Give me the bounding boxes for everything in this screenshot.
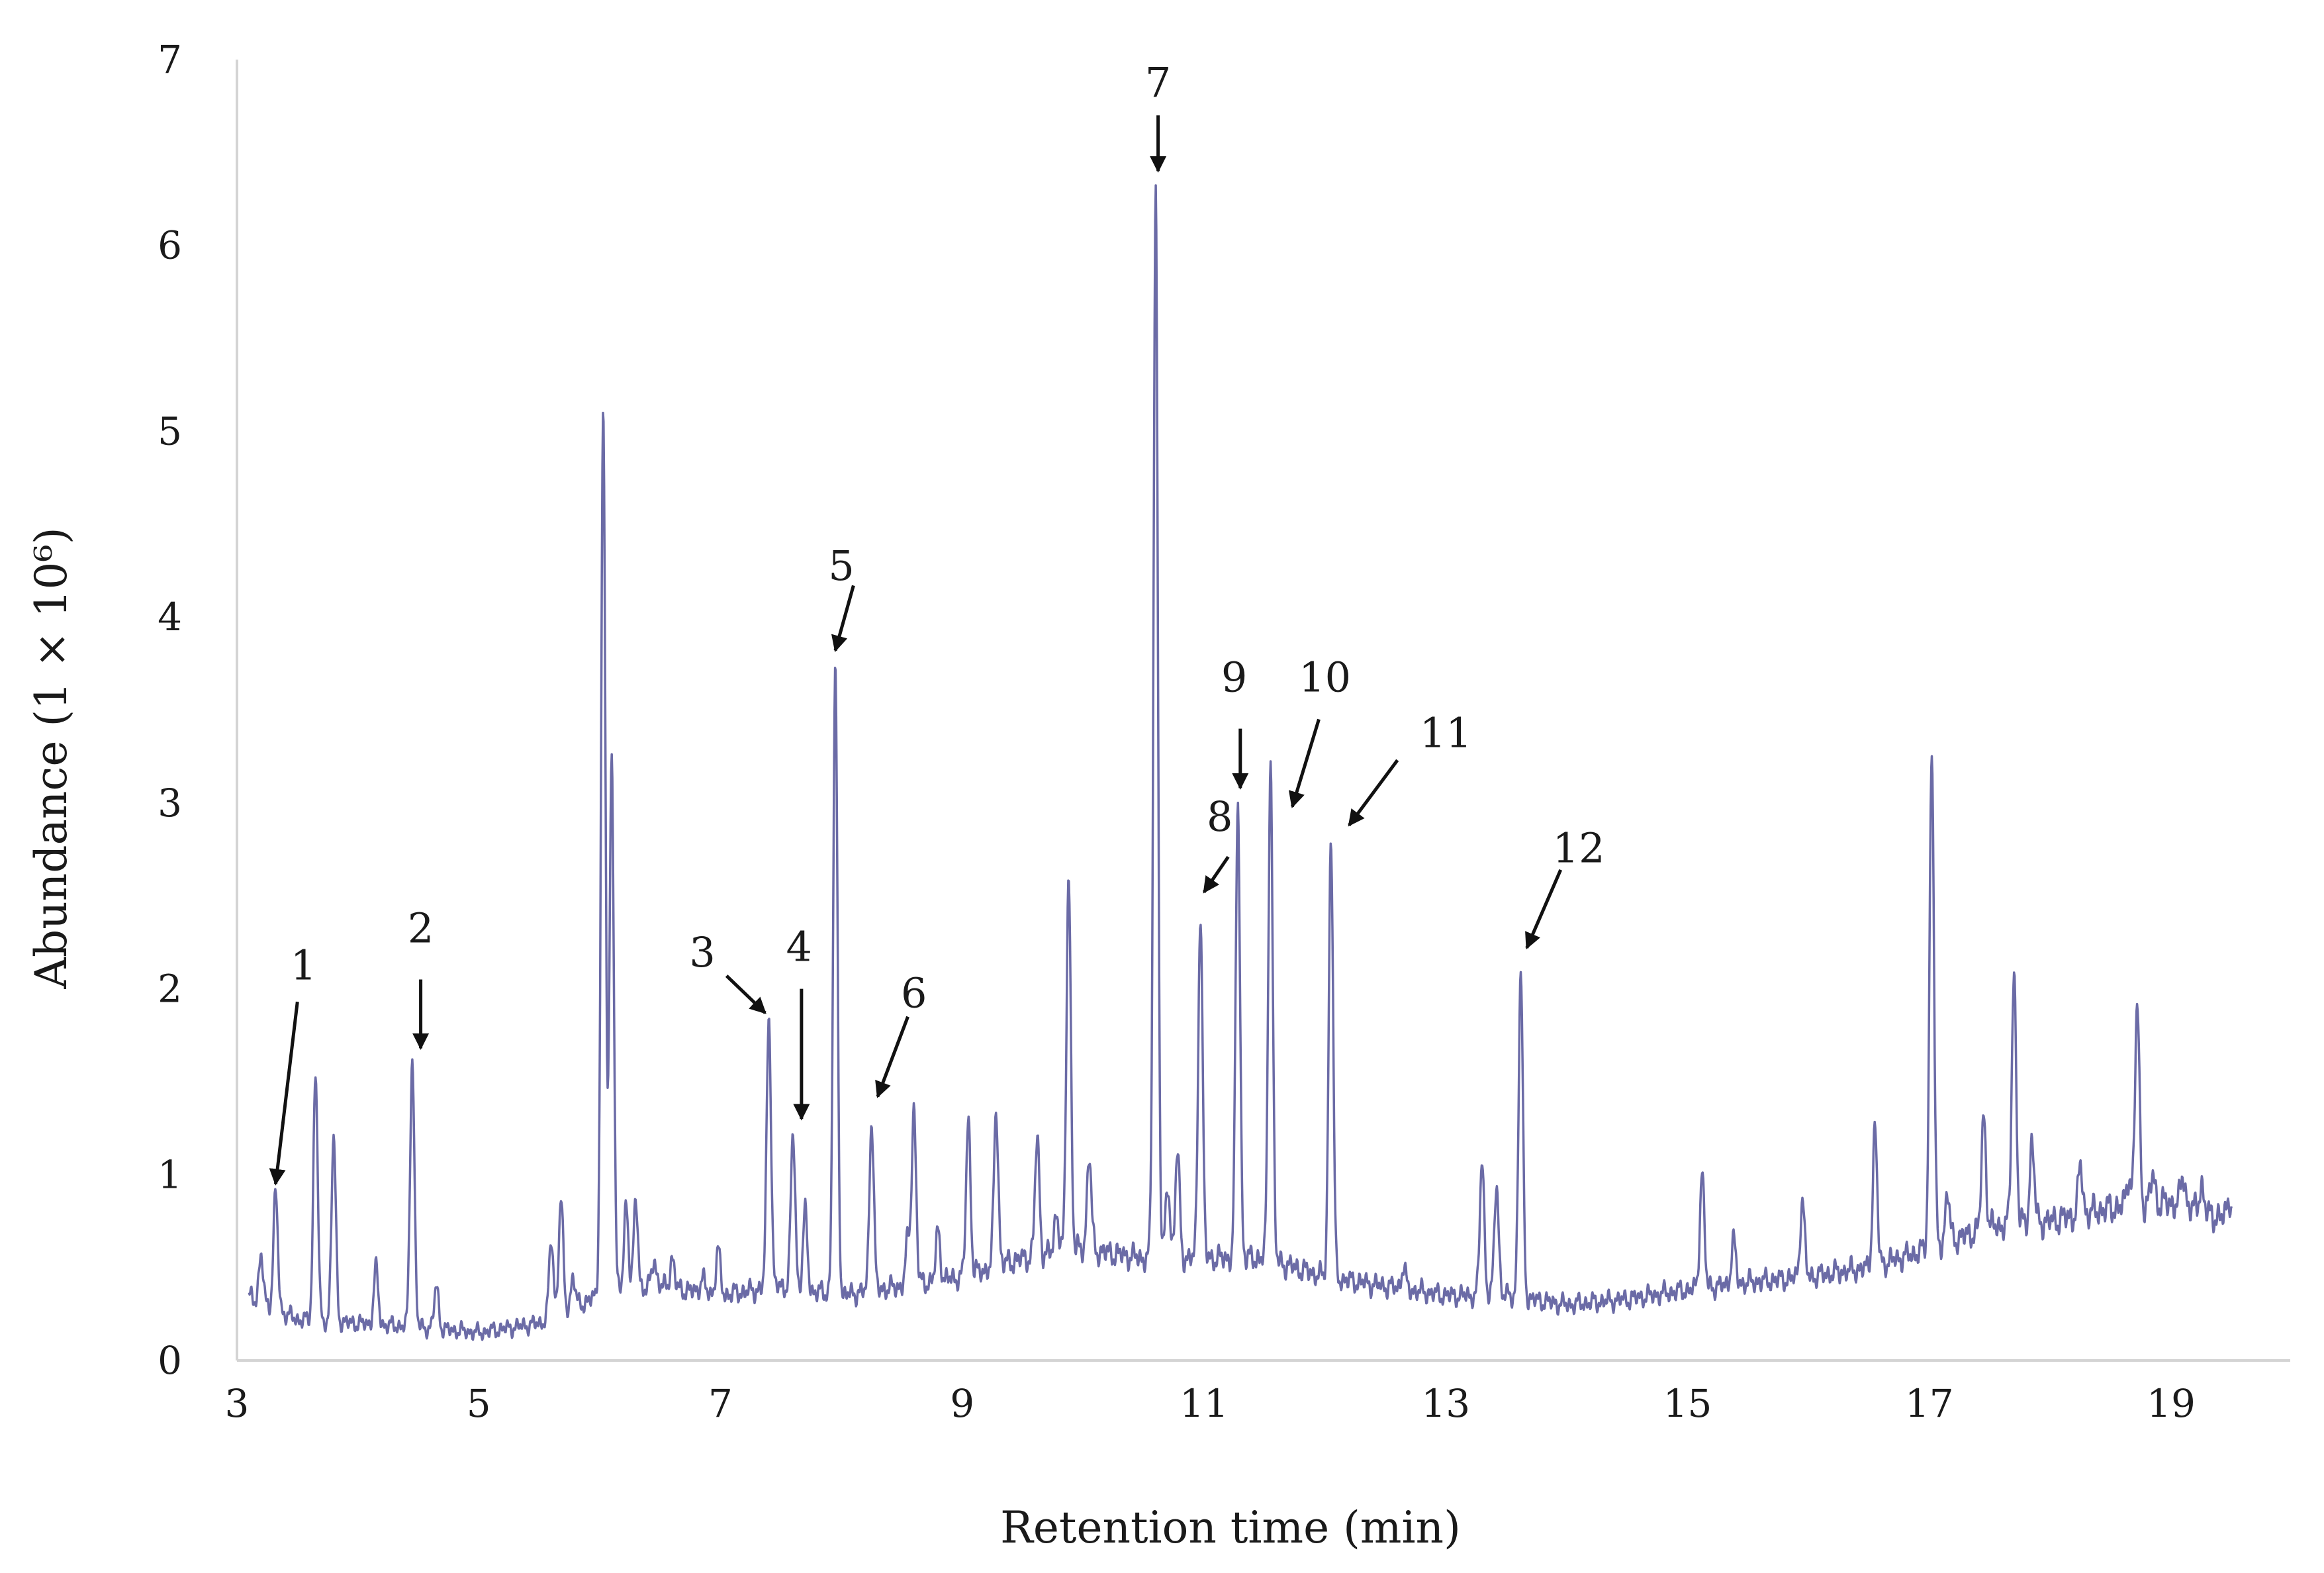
x-tick-label: 19 [2147,1381,2196,1426]
x-tick-label: 15 [1663,1381,1712,1426]
axes [236,60,2290,1362]
y-tick-label: 4 [158,595,182,640]
y-tick-label: 3 [158,781,182,826]
peak-annotation: 2 [408,904,434,1050]
peak-annotation: 7 [1145,58,1171,173]
peak-label: 10 [1299,653,1351,701]
peak-label: 8 [1207,792,1232,841]
annotation-arrow [1348,759,1399,827]
annotation-arrow [1525,869,1563,950]
peak-label: 9 [1221,653,1247,701]
y-tick-label: 6 [158,223,182,268]
chromatogram-trace [248,184,2233,1341]
y-axis-title: Abundance (1 × 10⁶) [26,527,77,989]
peak-label: 5 [828,542,854,590]
peak-annotation: 12 [1525,824,1605,950]
peak-annotation: 10 [1288,653,1351,808]
annotation-arrow [1288,718,1321,808]
annotation-arrow [725,975,767,1014]
peak-label: 7 [1145,58,1171,107]
annotation-arrow [1202,855,1230,894]
y-tick-labels: 0 1 2 3 4 5 6 7 [158,37,182,1383]
peak-annotation: 9 [1221,653,1249,790]
peak-label: 12 [1553,824,1605,873]
y-tick-label: 5 [158,408,182,453]
x-tick-label: 3 [225,1381,250,1426]
x-tick-label: 9 [950,1381,974,1426]
peak-annotation: 1 [269,941,316,1186]
peak-label: 2 [408,904,434,952]
x-tick-label: 5 [467,1381,491,1426]
x-tick-labels: 3 5 7 9 11 13 15 17 19 [225,1381,2196,1426]
annotation-arrow [831,585,855,653]
peak-label: 4 [786,922,812,971]
annotation-arrow [875,1016,909,1098]
peak-annotation: 5 [828,542,855,653]
peak-annotation: 11 [1348,709,1472,827]
y-tick-label: 2 [158,967,182,1012]
y-tick-label: 7 [158,37,182,82]
annotation-arrow [269,1001,299,1186]
x-axis-title: Retention time (min) [1000,1502,1461,1553]
x-tick-label: 13 [1421,1381,1470,1426]
peak-annotation: 6 [875,969,927,1098]
y-tick-label: 0 [158,1338,182,1383]
peak-label: 3 [689,928,715,977]
x-tick-label: 17 [1905,1381,1954,1426]
peak-annotation: 8 [1202,792,1232,894]
peak-annotation: 3 [689,928,767,1014]
peak-annotation: 4 [786,922,812,1121]
x-tick-label: 11 [1180,1381,1229,1426]
peak-label: 6 [901,969,927,1018]
x-tick-label: 7 [708,1381,733,1426]
peak-label: 11 [1420,709,1472,757]
peak-label: 1 [291,941,316,990]
y-tick-label: 1 [158,1152,182,1197]
